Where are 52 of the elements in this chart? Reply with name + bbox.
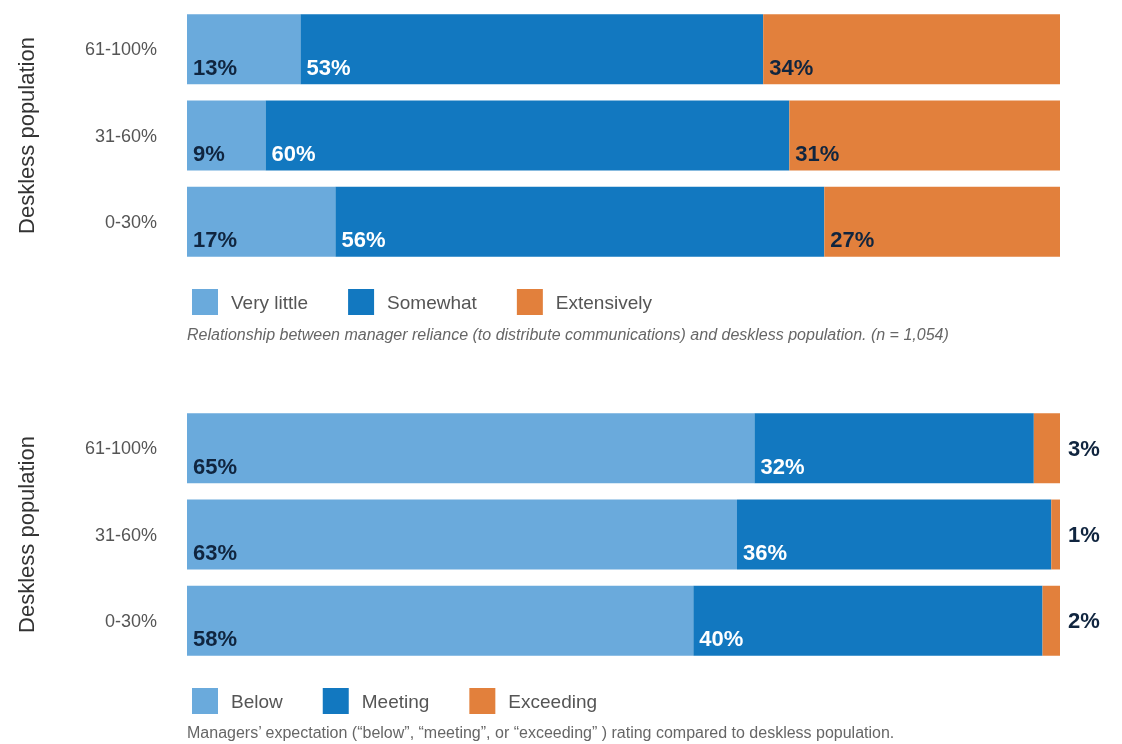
data-label: 40%: [699, 626, 744, 652]
legend-label: Meeting: [361, 690, 430, 712]
text: Relationship between manager reliance (to distribute communications) and deskless population. (n = 1,054): [187, 325, 949, 343]
bar: [187, 186, 336, 257]
data-label: 27%: [830, 227, 875, 253]
y-tick-label: 31-60%: [94, 125, 157, 146]
data-label: 32%: [760, 453, 805, 479]
y-tick-label: 61-100%: [84, 39, 157, 60]
bar: [187, 100, 266, 171]
legend-label: Below: [231, 690, 284, 712]
data-label: 13%: [193, 54, 238, 80]
y-axis-title: Deskless population: [13, 436, 39, 633]
bar: [187, 413, 755, 484]
bar: [265, 100, 790, 171]
data-label: 9%: [193, 140, 225, 166]
data-label: 63%: [193, 539, 238, 565]
y-tick-label: 31-60%: [94, 524, 157, 545]
legend-label: Somewhat: [387, 291, 478, 313]
text: Managers’ expectation (“below”, “meeting”, or “exceeding” ) rating compared to deskless population.: [187, 723, 895, 741]
data-label: 34%: [769, 54, 814, 80]
y-tick-label: 0-30%: [104, 610, 157, 631]
data-label: 2%: [1068, 608, 1100, 634]
data-label: 65%: [193, 453, 238, 479]
data-label: 53%: [306, 54, 351, 80]
bar: [300, 14, 764, 85]
bar: [1051, 499, 1060, 570]
bar: [187, 585, 694, 656]
bar: [763, 14, 1060, 85]
bar: [736, 499, 1052, 570]
legend-label: Exceeding: [508, 690, 598, 712]
bar: [187, 14, 301, 85]
y-tick-label: 61-100%: [84, 438, 157, 459]
bar: [1033, 413, 1060, 484]
data-label: 60%: [271, 140, 316, 166]
bar: [693, 585, 1043, 656]
y-tick-label: 0-30%: [104, 211, 157, 232]
bar: [187, 499, 737, 570]
legend-label: Extensively: [555, 291, 653, 313]
bar: [335, 186, 825, 257]
data-label: 17%: [193, 227, 238, 253]
bar: [754, 413, 1034, 484]
bar: [789, 100, 1060, 171]
data-label: 3%: [1068, 435, 1100, 461]
bar: [1042, 585, 1060, 656]
data-label: 56%: [341, 227, 386, 253]
data-label: 31%: [795, 140, 840, 166]
data-label: 58%: [193, 626, 238, 652]
y-axis-title: Deskless population: [13, 37, 39, 234]
legend-label: Very little: [231, 291, 309, 313]
data-label: 1%: [1068, 522, 1100, 547]
bar: [824, 186, 1060, 257]
data-label: 36%: [742, 539, 788, 565]
